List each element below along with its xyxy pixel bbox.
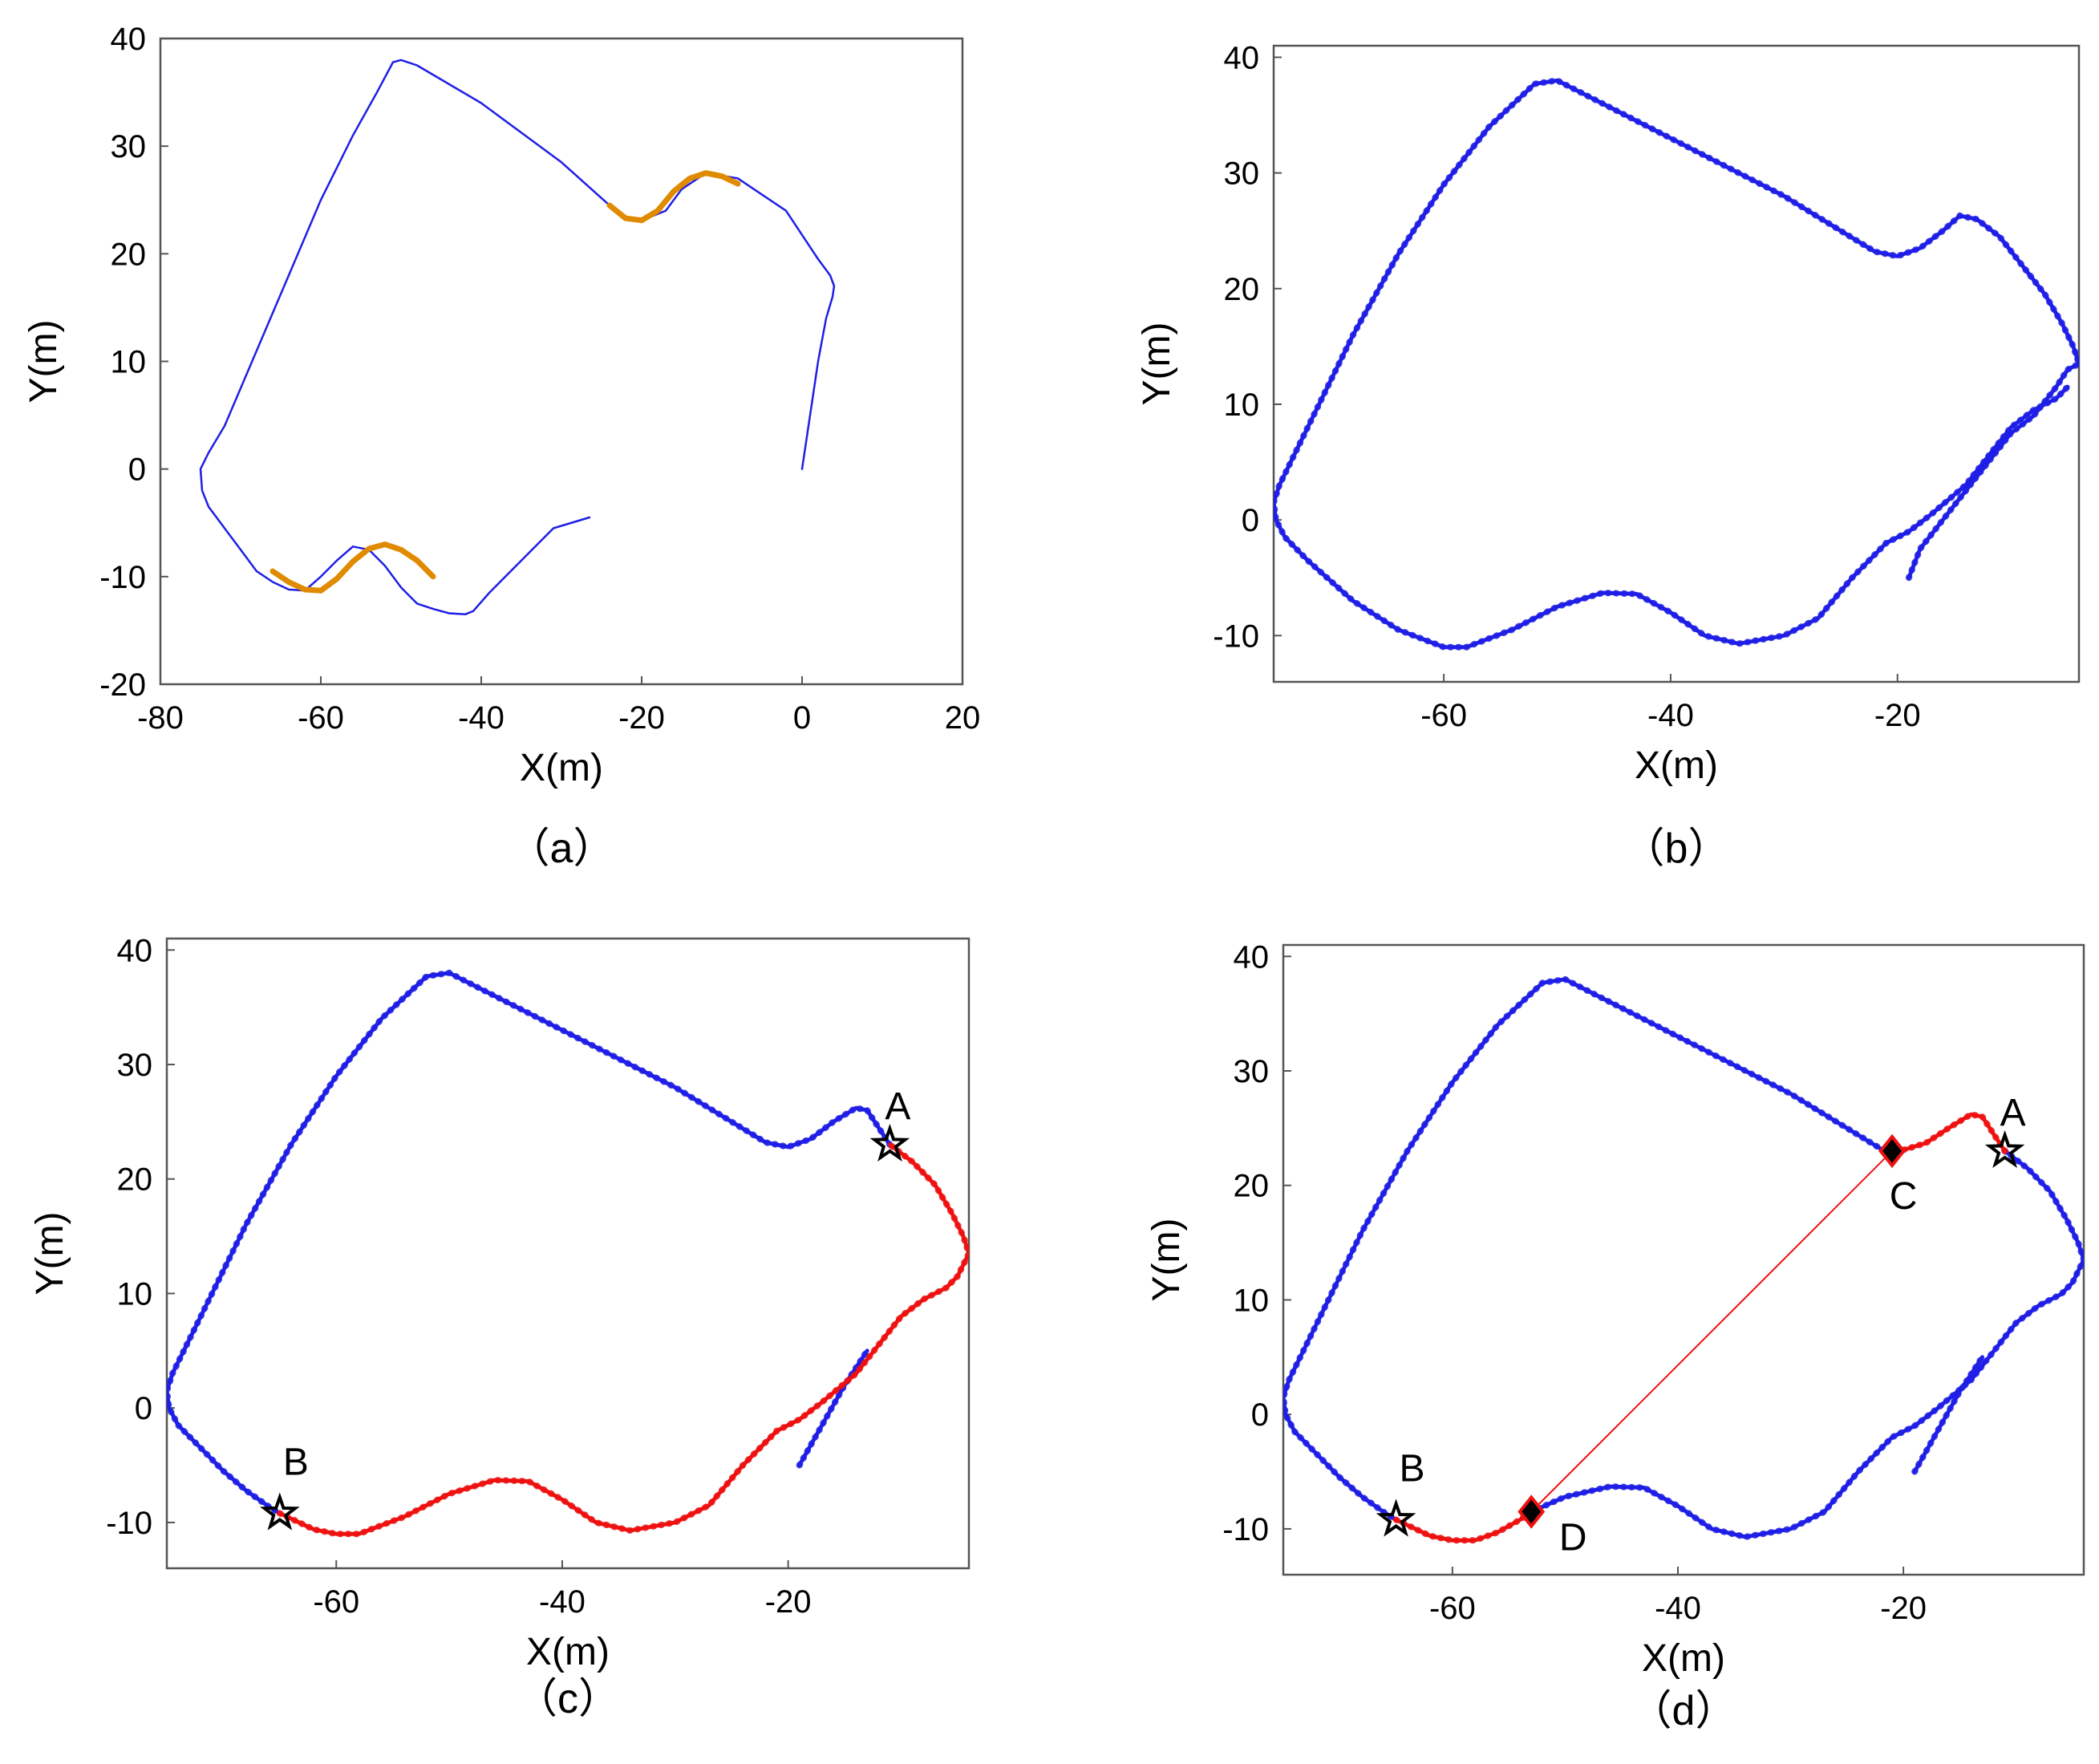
series-group bbox=[199, 59, 836, 616]
panel-c: -60 -40 -20 -10 0 10 20 30 40 X(m) Y(m) （c） A B bbox=[29, 933, 970, 1722]
series-revisit-top-dots bbox=[1889, 1110, 2008, 1154]
marker-diamond-D bbox=[1518, 1494, 1546, 1529]
x-tick-label: -60 bbox=[1429, 1591, 1476, 1626]
x-axis-label: X(m) bbox=[1635, 744, 1718, 787]
x-tick-label: -40 bbox=[458, 700, 504, 736]
x-axis-label: X(m) bbox=[526, 1631, 610, 1673]
y-tick-label: 10 bbox=[111, 345, 147, 380]
series-trajectory-blue-left-dots bbox=[1283, 975, 1895, 1523]
marker-label-A: A bbox=[2000, 1092, 2026, 1134]
series-trajectory-blue-tail-dots bbox=[1911, 1353, 1986, 1475]
x-tick-label: -20 bbox=[1874, 698, 1921, 733]
y-axis-label: Y(m) bbox=[1145, 1219, 1188, 1302]
y-tick-label: 10 bbox=[1224, 387, 1260, 423]
x-tick-label: -60 bbox=[298, 700, 344, 736]
series-trajectory-blue-tail-dots bbox=[796, 1347, 871, 1469]
panel-a: -80 -60 -40 -20 0 20 -20 -10 0 10 20 30 40 X(m) Y(m) （a… bbox=[22, 22, 980, 872]
series-trajectory-dots bbox=[1274, 77, 2079, 651]
y-tick-label: 40 bbox=[1234, 939, 1270, 975]
marker-label-B: B bbox=[1400, 1447, 1425, 1490]
panel-caption: （c） bbox=[516, 1676, 620, 1722]
y-tick-label: 40 bbox=[1224, 40, 1260, 75]
series-group bbox=[1274, 77, 2079, 651]
marker-label-C: C bbox=[1890, 1175, 1918, 1218]
y-tick-label: 0 bbox=[128, 452, 146, 488]
marker-star-B bbox=[260, 1492, 300, 1531]
y-tick-label: 30 bbox=[1224, 156, 1260, 192]
y-tick-label: 40 bbox=[111, 22, 147, 57]
y-tick-label: 20 bbox=[1234, 1169, 1270, 1204]
series-group bbox=[1283, 975, 2084, 1544]
x-tick-label: -60 bbox=[313, 1584, 359, 1620]
y-tick-label: -10 bbox=[1222, 1512, 1269, 1547]
marker-star-A bbox=[1984, 1129, 2025, 1169]
y-tick-label: 30 bbox=[1234, 1054, 1270, 1089]
y-tick-label: 20 bbox=[1224, 272, 1260, 307]
x-tick-label: -20 bbox=[1880, 1591, 1927, 1626]
series-trajectory-blue-main-dots bbox=[167, 969, 893, 1517]
x-tick-label: 20 bbox=[945, 700, 981, 736]
y-tick-label: 20 bbox=[111, 237, 147, 272]
marker-label-A: A bbox=[885, 1085, 910, 1128]
y-tick-label: -10 bbox=[1213, 618, 1259, 654]
plot-frame bbox=[159, 37, 964, 686]
marker-star-B bbox=[1376, 1498, 1416, 1537]
y-tick-label: 40 bbox=[117, 933, 153, 968]
series-trajectory-blue-bottom-dots bbox=[1528, 1147, 2084, 1540]
y-tick-label: 20 bbox=[117, 1162, 153, 1198]
series-trajectory bbox=[199, 59, 836, 616]
plot-frame bbox=[1282, 943, 2085, 1576]
x-tick-label: -80 bbox=[137, 700, 184, 736]
series-segment-1 bbox=[606, 170, 741, 224]
series-loop-closure bbox=[1530, 1150, 1893, 1513]
y-tick-label: 0 bbox=[1242, 503, 1259, 538]
y-axis-label: Y(m) bbox=[1136, 322, 1178, 406]
series-group bbox=[167, 969, 969, 1538]
y-tick-label: 10 bbox=[117, 1276, 153, 1312]
marker-label-D: D bbox=[1559, 1517, 1587, 1559]
marker-label-B: B bbox=[283, 1441, 309, 1483]
x-tick-label: -20 bbox=[765, 1584, 812, 1620]
plot-frame bbox=[1272, 44, 2081, 683]
y-tick-label: -10 bbox=[106, 1506, 152, 1541]
x-tick-label: -40 bbox=[1655, 1591, 1701, 1626]
x-tick-label: -60 bbox=[1420, 698, 1467, 733]
x-tick-label: -40 bbox=[539, 1584, 586, 1620]
series-revisit-bottom-dots bbox=[1392, 1508, 1535, 1544]
y-tick-label: 30 bbox=[117, 1048, 153, 1083]
marker-diamond-C bbox=[1878, 1133, 1907, 1169]
y-tick-label: -20 bbox=[99, 667, 146, 703]
marker-star-A bbox=[869, 1123, 910, 1162]
y-tick-label: -10 bbox=[99, 560, 146, 595]
x-axis-label: X(m) bbox=[520, 747, 603, 789]
panel-d: -60 -40 -20 -10 0 10 20 30 40 X(m) Y(m) （d） A B C D bbox=[1145, 939, 2085, 1734]
panel-caption: （a） bbox=[509, 825, 615, 872]
y-axis-label: Y(m) bbox=[29, 1212, 71, 1296]
series-revisit-dots bbox=[276, 1141, 969, 1538]
x-tick-label: -20 bbox=[618, 700, 665, 736]
plot-frame bbox=[165, 937, 970, 1570]
panel-b: -60 -40 -20 -10 0 10 20 30 40 X(m) Y(m) （b） bbox=[1136, 40, 2081, 872]
y-tick-label: 0 bbox=[135, 1391, 152, 1426]
x-axis-label: X(m) bbox=[1642, 1637, 1725, 1680]
panel-caption: （b） bbox=[1623, 825, 1730, 872]
y-tick-label: 30 bbox=[111, 129, 147, 164]
y-tick-label: 10 bbox=[1234, 1283, 1270, 1318]
panel-caption: （d） bbox=[1631, 1688, 1737, 1734]
x-tick-label: -40 bbox=[1647, 698, 1694, 733]
y-axis-label: Y(m) bbox=[22, 320, 65, 403]
series-segment-2 bbox=[269, 541, 436, 594]
x-tick-label: 0 bbox=[793, 700, 811, 736]
y-tick-label: 0 bbox=[1251, 1397, 1269, 1433]
